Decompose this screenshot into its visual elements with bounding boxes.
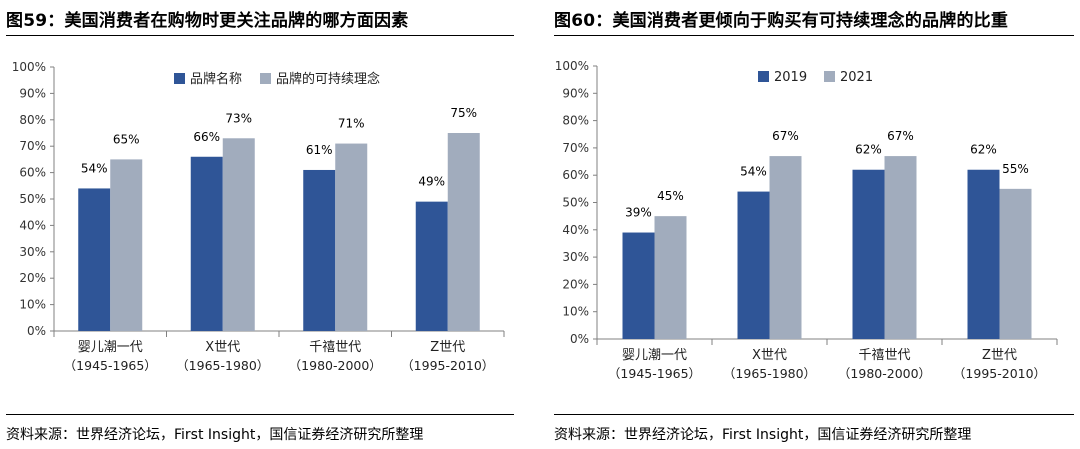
- y-tick-label: 0%: [570, 332, 589, 346]
- source-divider: [554, 414, 1074, 415]
- y-tick-label: 30%: [19, 245, 46, 259]
- y-tick-label: 60%: [19, 166, 46, 180]
- x-tick-label: 千禧世代: [309, 340, 361, 355]
- bar-series2: [222, 138, 255, 331]
- x-tick-sublabel: （1980-2000）: [838, 366, 931, 381]
- chart-title: 图60：美国消费者更倾向于购买有可持续理念的品牌的比重: [554, 11, 1009, 31]
- chart-panel-left: 图59：美国消费者在购物时更关注品牌的哪方面因素 0% 10% 20% 30% 40% 5…: [0, 0, 520, 449]
- x-tick-label: Z世代: [430, 340, 465, 355]
- bar-series2: [884, 156, 917, 339]
- source-note: 资料来源：世界经济论坛，First Insight，国信证券经济研究所整理: [6, 427, 424, 443]
- bar-series1: [852, 169, 885, 339]
- legend-label: 2021: [840, 70, 873, 85]
- x-tick-sublabel: （1945-1965）: [64, 358, 157, 373]
- data-label: 39%: [625, 206, 652, 220]
- data-label: 62%: [970, 143, 997, 157]
- x-tick-sublabel: （1965-1980）: [723, 366, 816, 381]
- data-label: 61%: [306, 143, 333, 157]
- x-tick-sublabel: （1945-1965）: [608, 366, 701, 381]
- source-divider: [6, 414, 514, 415]
- y-tick-label: 30%: [562, 250, 589, 264]
- data-label: 73%: [225, 111, 252, 125]
- bar-series1: [622, 232, 655, 339]
- x-tick-sublabel: （1965-1980）: [176, 358, 269, 373]
- x-tick-sublabel: （1980-2000）: [289, 358, 382, 373]
- legend-swatch: [260, 73, 271, 84]
- bar-series1: [303, 169, 336, 331]
- bar-series2: [447, 133, 480, 331]
- source-note: 资料来源：世界经济论坛，First Insight，国信证券经济研究所整理: [554, 427, 972, 443]
- bar-chart-brand-factors: 0% 10% 20% 30% 40% 50% 60% 70% 80% 90% 100% 54% 65% 婴…: [12, 60, 505, 373]
- y-tick-label: 10%: [562, 305, 589, 319]
- data-label: 71%: [338, 117, 365, 131]
- bar-series2: [769, 156, 802, 339]
- y-tick-label: 20%: [562, 277, 589, 291]
- y-tick-label: 40%: [562, 223, 589, 237]
- y-tick-label: 70%: [19, 139, 46, 153]
- x-tick-sublabel: （1995-2010）: [401, 358, 494, 373]
- x-tick-label: X世代: [205, 340, 240, 355]
- data-label: 45%: [657, 189, 684, 203]
- y-tick-label: 100%: [555, 59, 589, 73]
- legend-swatch: [824, 71, 835, 82]
- title-divider: [554, 35, 1074, 36]
- chart-title: 图59：美国消费者在购物时更关注品牌的哪方面因素: [6, 11, 409, 31]
- legend-swatch: [174, 73, 185, 84]
- x-tick-label: X世代: [752, 348, 787, 363]
- x-tick-label: 婴儿潮一代: [622, 348, 687, 363]
- data-label: 55%: [1002, 162, 1029, 176]
- y-tick-label: 80%: [562, 114, 589, 128]
- bar-series1: [737, 191, 770, 339]
- legend-label: 品牌的可持续理念: [276, 71, 380, 87]
- bar-series1: [415, 201, 448, 331]
- x-tick-label: Z世代: [982, 348, 1017, 363]
- y-tick-label: 10%: [19, 298, 46, 312]
- bar-series1: [78, 188, 111, 331]
- y-tick-label: 0%: [27, 324, 46, 338]
- x-tick-label: 千禧世代: [858, 348, 910, 363]
- bar-series2: [654, 216, 687, 339]
- y-tick-label: 100%: [12, 60, 46, 74]
- data-label: 66%: [193, 130, 220, 144]
- data-label: 62%: [855, 143, 882, 157]
- legend-label: 2019: [774, 70, 807, 85]
- legend-label: 品牌名称: [190, 71, 242, 87]
- data-label: 75%: [450, 106, 477, 120]
- legend-swatch: [758, 71, 769, 82]
- y-tick-label: 50%: [562, 196, 589, 210]
- bar-series1: [190, 156, 223, 331]
- bar-series2: [999, 188, 1032, 339]
- y-tick-label: 20%: [19, 271, 46, 285]
- bar-chart-sustainable-share: 0% 10% 20% 30% 40% 50% 60% 70% 80% 90% 100% 39% 45% 婴…: [555, 59, 1058, 381]
- data-label: 67%: [887, 129, 914, 143]
- data-label: 49%: [418, 175, 445, 189]
- bar-series1: [967, 169, 1000, 339]
- chart-panel-right: 图60：美国消费者更倾向于购买有可持续理念的品牌的比重 0% 10% 20% 30% 4…: [548, 0, 1080, 449]
- bar-series2: [335, 143, 368, 331]
- title-divider: [6, 35, 514, 36]
- x-tick-label: 婴儿潮一代: [78, 340, 143, 355]
- y-tick-label: 60%: [562, 168, 589, 182]
- data-label: 54%: [740, 165, 767, 179]
- y-tick-label: 90%: [19, 86, 46, 100]
- data-label: 67%: [772, 129, 799, 143]
- y-tick-label: 50%: [19, 192, 46, 206]
- bar-series2: [110, 159, 143, 331]
- y-tick-label: 80%: [19, 113, 46, 127]
- y-tick-label: 40%: [19, 218, 46, 232]
- x-tick-sublabel: （1995-2010）: [953, 366, 1046, 381]
- y-tick-label: 70%: [562, 141, 589, 155]
- data-label: 54%: [81, 161, 108, 175]
- data-label: 65%: [113, 132, 140, 146]
- y-tick-label: 90%: [562, 86, 589, 100]
